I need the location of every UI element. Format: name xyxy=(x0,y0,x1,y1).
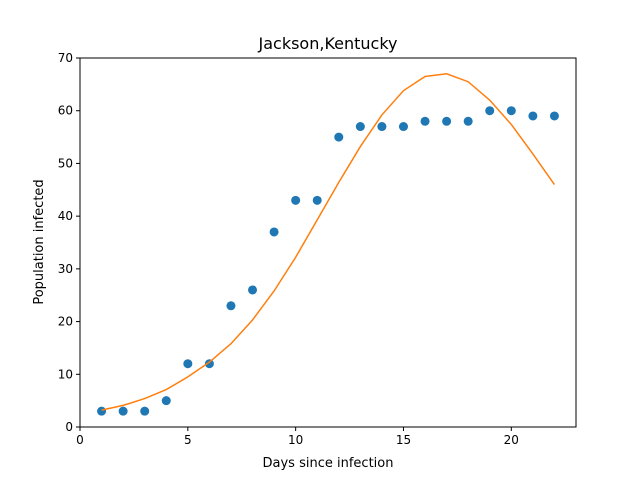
x-tick-label: 0 xyxy=(76,433,84,447)
chart-title: Jackson,Kentucky xyxy=(258,34,398,53)
axes-frame xyxy=(79,57,577,428)
x-tick-label: 15 xyxy=(396,433,411,447)
x-axis: 0 5 10 15 20 xyxy=(76,427,519,447)
data-point xyxy=(226,301,236,311)
y-tick-label: 20 xyxy=(58,315,73,329)
data-point xyxy=(97,406,107,416)
y-tick-label: 70 xyxy=(58,51,73,65)
y-tick-label: 40 xyxy=(58,209,73,223)
data-point xyxy=(118,406,128,416)
data-point xyxy=(334,132,344,142)
y-tick-label: 10 xyxy=(58,367,73,381)
data-point xyxy=(442,116,452,126)
y-tick-label: 50 xyxy=(58,156,73,170)
series-line xyxy=(101,73,556,411)
data-point xyxy=(183,359,193,369)
data-point xyxy=(312,195,322,205)
data-point xyxy=(398,122,408,132)
y-tick-label: 30 xyxy=(58,262,73,276)
data-point xyxy=(161,396,171,406)
data-point xyxy=(420,116,430,126)
y-tick-label: 0 xyxy=(65,420,73,434)
data-point xyxy=(549,111,559,121)
data-point xyxy=(140,406,150,416)
data-point xyxy=(506,106,516,116)
y-tick-label: 60 xyxy=(58,104,73,118)
x-axis-label: Days since infection xyxy=(263,456,394,471)
data-point xyxy=(528,111,538,121)
x-tick-label: 20 xyxy=(504,433,519,447)
data-point xyxy=(291,195,301,205)
x-tick-label: 10 xyxy=(288,433,303,447)
plot-area xyxy=(97,73,559,416)
y-axis: 0 10 20 30 40 50 60 70 xyxy=(58,51,80,434)
x-tick-label: 5 xyxy=(184,433,192,447)
y-axis-label: Population infected xyxy=(32,179,47,304)
data-point xyxy=(355,122,365,132)
data-point xyxy=(204,359,214,369)
data-point xyxy=(377,122,387,132)
data-point xyxy=(485,106,495,116)
data-point xyxy=(463,116,473,126)
data-point xyxy=(269,227,279,237)
data-point xyxy=(248,285,258,295)
